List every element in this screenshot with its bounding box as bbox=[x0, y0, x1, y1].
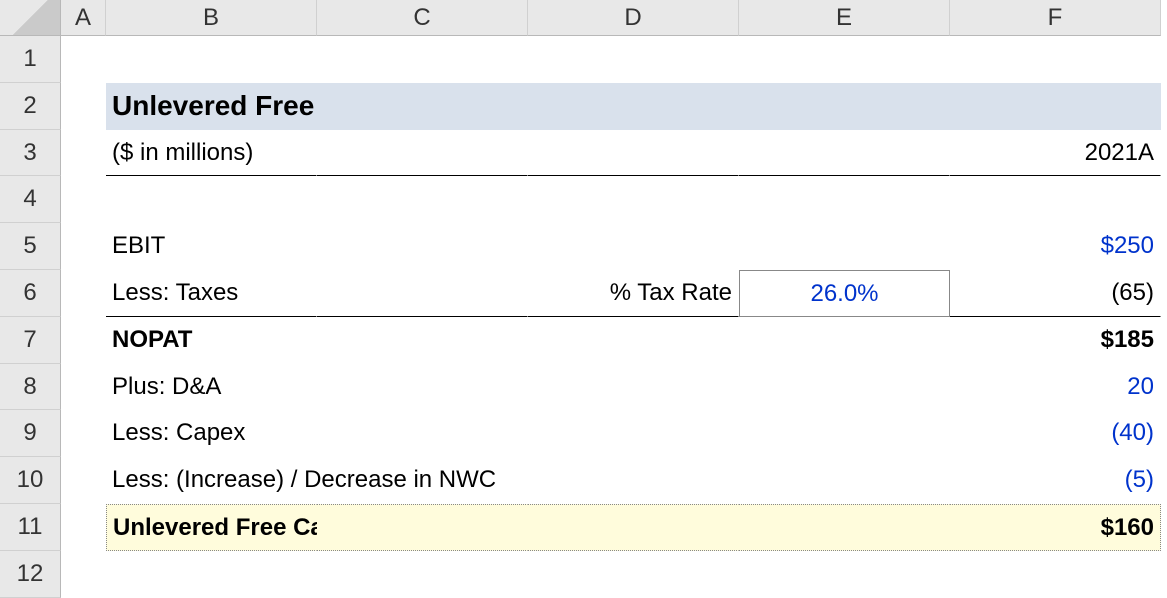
cell-A2[interactable] bbox=[61, 83, 106, 130]
cell-F7[interactable]: $185 bbox=[950, 317, 1161, 364]
cell-F3[interactable]: 2021A bbox=[950, 130, 1161, 177]
row-header-8[interactable]: 8 bbox=[0, 364, 61, 411]
select-all-corner[interactable] bbox=[0, 0, 61, 36]
cell-B10[interactable]: Less: (Increase) / Decrease in NWC bbox=[106, 457, 317, 504]
cell-B3[interactable]: ($ in millions) bbox=[106, 130, 317, 177]
cell-E9[interactable] bbox=[739, 410, 950, 457]
cell-F5[interactable]: $250 bbox=[950, 223, 1161, 270]
cell-E1[interactable] bbox=[739, 36, 950, 83]
cell-E5[interactable] bbox=[739, 223, 950, 270]
cell-E6[interactable]: 26.0% bbox=[739, 270, 950, 317]
cell-D4[interactable] bbox=[528, 176, 739, 223]
cell-F9[interactable]: (40) bbox=[950, 410, 1161, 457]
cell-B4[interactable] bbox=[106, 176, 317, 223]
cell-D5[interactable] bbox=[528, 223, 739, 270]
cell-A11[interactable] bbox=[61, 504, 106, 551]
cell-A4[interactable] bbox=[61, 176, 106, 223]
cell-D2[interactable] bbox=[528, 83, 739, 130]
cell-C11[interactable] bbox=[317, 504, 528, 551]
cell-B8[interactable]: Plus: D&A bbox=[106, 364, 317, 411]
cell-A1[interactable] bbox=[61, 36, 106, 83]
cell-F10[interactable]: (5) bbox=[950, 457, 1161, 504]
cell-C9[interactable] bbox=[317, 410, 528, 457]
row-header-3[interactable]: 3 bbox=[0, 130, 61, 177]
cell-C10[interactable] bbox=[317, 457, 528, 504]
cell-F4[interactable] bbox=[950, 176, 1161, 223]
cell-C1[interactable] bbox=[317, 36, 528, 83]
col-header-B[interactable]: B bbox=[106, 0, 317, 36]
cell-D3[interactable] bbox=[528, 130, 739, 177]
cell-E2[interactable] bbox=[739, 83, 950, 130]
row-header-12[interactable]: 12 bbox=[0, 551, 61, 598]
cell-D10[interactable] bbox=[528, 457, 739, 504]
cell-E8[interactable] bbox=[739, 364, 950, 411]
cell-A12[interactable] bbox=[61, 551, 106, 598]
cell-A3[interactable] bbox=[61, 130, 106, 177]
row-header-11[interactable]: 11 bbox=[0, 504, 61, 551]
col-header-C[interactable]: C bbox=[317, 0, 528, 36]
cell-C3[interactable] bbox=[317, 130, 528, 177]
row-header-4[interactable]: 4 bbox=[0, 176, 61, 223]
cell-B12[interactable] bbox=[106, 551, 317, 598]
cell-A6[interactable] bbox=[61, 270, 106, 317]
cell-C7[interactable] bbox=[317, 317, 528, 364]
cell-C4[interactable] bbox=[317, 176, 528, 223]
row-header-6[interactable]: 6 bbox=[0, 270, 61, 317]
row-header-7[interactable]: 7 bbox=[0, 317, 61, 364]
cell-E7[interactable] bbox=[739, 317, 950, 364]
cell-B2[interactable]: Unlevered Free Cash Flow bbox=[106, 83, 317, 130]
cell-B5[interactable]: EBIT bbox=[106, 223, 317, 270]
cell-A10[interactable] bbox=[61, 457, 106, 504]
cell-E4[interactable] bbox=[739, 176, 950, 223]
cell-C6[interactable] bbox=[317, 270, 528, 317]
col-header-A[interactable]: A bbox=[61, 0, 106, 36]
cell-A8[interactable] bbox=[61, 364, 106, 411]
cell-B6[interactable]: Less: Taxes bbox=[106, 270, 317, 317]
row-header-9[interactable]: 9 bbox=[0, 410, 61, 457]
cell-F6[interactable]: (65) bbox=[950, 270, 1161, 317]
row-header-5[interactable]: 5 bbox=[0, 223, 61, 270]
cell-F2[interactable] bbox=[950, 83, 1161, 130]
cell-D12[interactable] bbox=[528, 551, 739, 598]
cell-F8[interactable]: 20 bbox=[950, 364, 1161, 411]
cell-B11[interactable]: Unlevered Free Cash Flow bbox=[106, 504, 317, 551]
col-header-F[interactable]: F bbox=[950, 0, 1161, 36]
cell-D11[interactable] bbox=[528, 504, 739, 551]
spreadsheet-grid: A B C D E F 1 2 Unlevered Free Cash Flow… bbox=[0, 0, 1167, 598]
cell-C2[interactable] bbox=[317, 83, 528, 130]
cell-D6[interactable]: % Tax Rate bbox=[528, 270, 739, 317]
col-header-D[interactable]: D bbox=[528, 0, 739, 36]
cell-C5[interactable] bbox=[317, 223, 528, 270]
cell-B7[interactable]: NOPAT bbox=[106, 317, 317, 364]
cell-D8[interactable] bbox=[528, 364, 739, 411]
cell-A9[interactable] bbox=[61, 410, 106, 457]
row-header-1[interactable]: 1 bbox=[0, 36, 61, 83]
cell-C8[interactable] bbox=[317, 364, 528, 411]
cell-B9[interactable]: Less: Capex bbox=[106, 410, 317, 457]
cell-D7[interactable] bbox=[528, 317, 739, 364]
cell-B1[interactable] bbox=[106, 36, 317, 83]
cell-E12[interactable] bbox=[739, 551, 950, 598]
cell-C12[interactable] bbox=[317, 551, 528, 598]
cell-D9[interactable] bbox=[528, 410, 739, 457]
cell-E11[interactable] bbox=[739, 504, 950, 551]
cell-F12[interactable] bbox=[950, 551, 1161, 598]
cell-E3[interactable] bbox=[739, 130, 950, 177]
col-header-E[interactable]: E bbox=[739, 0, 950, 36]
cell-F11[interactable]: $160 bbox=[950, 504, 1161, 551]
cell-A5[interactable] bbox=[61, 223, 106, 270]
cell-A7[interactable] bbox=[61, 317, 106, 364]
row-header-2[interactable]: 2 bbox=[0, 83, 61, 130]
row-header-10[interactable]: 10 bbox=[0, 457, 61, 504]
cell-D1[interactable] bbox=[528, 36, 739, 83]
cell-F1[interactable] bbox=[950, 36, 1161, 83]
cell-E10[interactable] bbox=[739, 457, 950, 504]
